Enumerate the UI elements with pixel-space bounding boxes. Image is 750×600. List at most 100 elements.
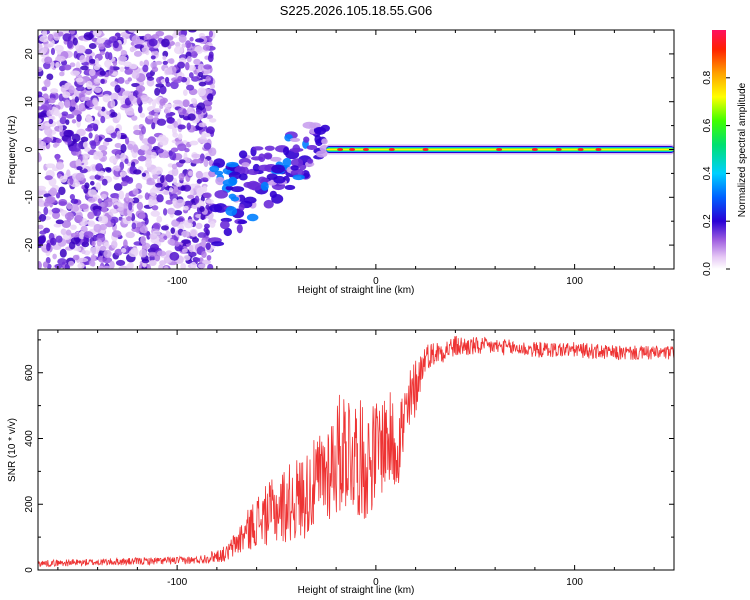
noise-blob [93, 78, 101, 84]
noise-blob [111, 71, 119, 76]
noise-blob [155, 148, 164, 154]
noise-blob [154, 182, 163, 188]
transition-blob [263, 152, 273, 160]
noise-blob [97, 198, 103, 204]
noise-blob [114, 84, 121, 94]
noise-blob [191, 159, 201, 164]
noise-blob [110, 99, 116, 108]
noise-blob [67, 138, 72, 145]
snr-line [38, 335, 674, 568]
noise-blob [201, 259, 211, 265]
noise-blob [197, 232, 207, 238]
noise-blob [44, 56, 53, 64]
transition-blob [219, 220, 230, 230]
noise-blob [116, 130, 122, 140]
noise-blob [115, 259, 126, 266]
noise-blob [111, 240, 118, 249]
noise-blob [178, 172, 185, 181]
noise-blob [194, 45, 204, 54]
noise-blob [136, 222, 143, 228]
noise-blob [42, 30, 48, 37]
noise-blob [126, 111, 135, 116]
transition-blob [246, 213, 259, 222]
transition-blob [213, 203, 228, 213]
noise-blob [80, 136, 89, 143]
noise-blob [104, 59, 112, 68]
transition-blob [211, 241, 225, 247]
noise-blob [184, 61, 190, 71]
noise-blob [191, 76, 200, 82]
noise-blob [42, 136, 53, 143]
noise-blob [127, 143, 134, 151]
noise-blob [158, 237, 165, 243]
noise-blob [57, 258, 67, 265]
noise-blob [75, 172, 85, 181]
noise-blob [198, 263, 206, 269]
noise-blob [183, 254, 191, 261]
noise-blob [74, 214, 83, 223]
noise-blob [38, 118, 42, 124]
noise-blob [98, 144, 108, 152]
noise-blob [172, 99, 183, 105]
noise-blob [155, 83, 165, 88]
noise-blob [141, 258, 150, 264]
noise-blob [138, 87, 143, 96]
noise-blob [191, 50, 198, 59]
noise-blob [133, 129, 143, 136]
noise-blob [101, 215, 109, 225]
noise-blob [159, 139, 169, 146]
transition-blob [249, 181, 262, 191]
noise-blob [38, 153, 41, 162]
noise-blob [103, 249, 112, 259]
noise-blob [144, 192, 150, 200]
noise-blob [42, 261, 49, 268]
noise-blob [195, 109, 202, 115]
noise-blob [110, 111, 118, 118]
noise-blob [190, 261, 197, 269]
coherent-line-peak [349, 148, 356, 151]
noise-blob [151, 66, 159, 73]
noise-blob [87, 197, 96, 203]
noise-blob [102, 257, 113, 264]
noise-blob [66, 40, 73, 49]
noise-blob [137, 155, 147, 162]
noise-blob [201, 239, 207, 248]
noise-blob [171, 163, 178, 170]
noise-blob [85, 116, 94, 123]
noise-blob [120, 170, 127, 177]
coherent-line-peak [422, 148, 429, 151]
noise-blob [152, 222, 161, 230]
noise-blob [186, 84, 195, 91]
noise-blob [38, 213, 47, 222]
noise-blob [54, 263, 63, 269]
noise-blob [75, 77, 84, 83]
noise-blob [117, 95, 123, 101]
noise-blob [205, 199, 214, 204]
noise-blob [132, 169, 142, 175]
snr-marks [38, 335, 674, 568]
noise-blob [64, 212, 75, 221]
noise-blob [187, 219, 194, 224]
noise-blob [44, 78, 51, 88]
noise-blob [76, 114, 82, 122]
noise-blob [87, 211, 95, 220]
noise-blob [132, 144, 139, 153]
noise-blob [207, 263, 214, 269]
noise-blob [173, 120, 178, 128]
noise-blob [187, 64, 196, 72]
noise-blob [117, 55, 128, 62]
transition-blob [228, 193, 237, 200]
noise-blob [123, 239, 128, 249]
noise-blob [197, 102, 206, 111]
noise-blob [154, 87, 161, 96]
noise-blob [72, 37, 78, 46]
noise-blob [150, 210, 161, 217]
snr-xtick-label: 100 [566, 577, 583, 588]
noise-blob [147, 136, 157, 145]
noise-blob [48, 118, 54, 125]
noise-blob [105, 167, 112, 173]
noise-blob [195, 170, 203, 179]
noise-blob [129, 165, 135, 172]
snr-ylabel: SNR (10 * v/v) [7, 418, 18, 482]
noise-blob [58, 186, 66, 196]
